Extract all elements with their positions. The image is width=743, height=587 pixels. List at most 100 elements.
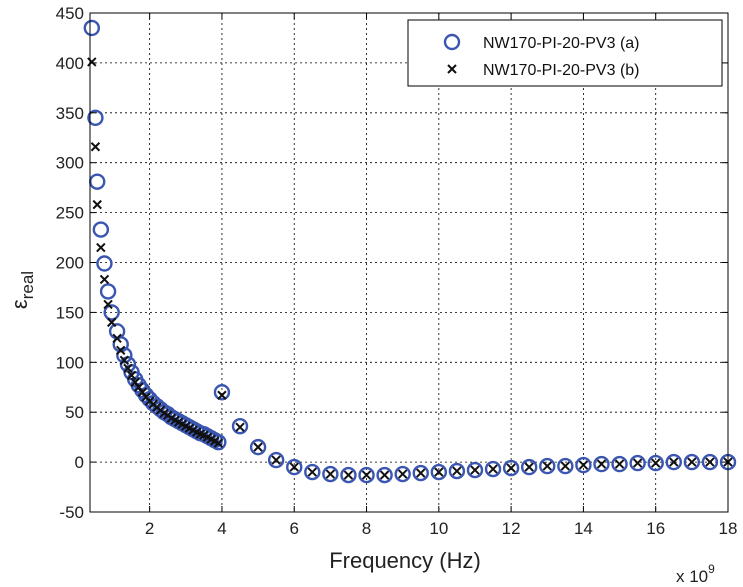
- x-tick-label: 12: [502, 519, 521, 538]
- point-series-b: [705, 457, 715, 467]
- point-series-b: [103, 299, 113, 310]
- point-series-b: [92, 199, 102, 210]
- point-series-b: [542, 461, 552, 471]
- point-series-b: [379, 470, 390, 480]
- point-series-b: [90, 142, 101, 152]
- x-tick-label: 18: [719, 519, 738, 538]
- y-tick-label: 250: [56, 204, 84, 223]
- point-series-a: [231, 417, 249, 435]
- point-series-b: [307, 467, 318, 477]
- point-series-a: [322, 465, 339, 483]
- point-series-b: [213, 438, 224, 448]
- y-tick-label: 50: [65, 403, 84, 422]
- point-series-b: [596, 459, 607, 469]
- point-series-a: [665, 453, 682, 471]
- point-series-b: [106, 317, 117, 328]
- point-series-a: [611, 455, 628, 473]
- point-series-b: [123, 363, 133, 373]
- point-series-b: [434, 467, 444, 477]
- y-axis-label-subscript: real: [18, 271, 37, 299]
- x-tick-label: 14: [574, 519, 593, 538]
- point-series-b: [343, 470, 354, 480]
- point-series-a: [304, 463, 321, 481]
- point-series-b: [397, 469, 408, 479]
- point-series-b: [325, 469, 336, 479]
- y-tick-label: 400: [56, 54, 84, 73]
- y-tick-label: 100: [56, 353, 84, 372]
- y-tick-label: 150: [56, 303, 84, 322]
- ticks-layer: [90, 12, 729, 513]
- x-tick-label: 2: [145, 519, 154, 538]
- point-series-a: [394, 465, 411, 483]
- legend: NW170-PI-20-PV3 (a) NW170-PI-20-PV3 (b): [407, 19, 723, 87]
- point-series-a: [96, 255, 113, 272]
- point-series-b: [96, 242, 106, 253]
- legend-marker-b: [447, 64, 457, 74]
- y-tick-label: 300: [56, 154, 84, 173]
- y-axis-label-symbol: ε: [7, 299, 32, 309]
- point-series-a: [267, 451, 285, 469]
- y-axis-label: εreal: [7, 271, 37, 309]
- point-series-b: [416, 468, 426, 478]
- point-series-a: [286, 458, 303, 476]
- point-series-a: [448, 462, 466, 480]
- point-series-b: [112, 333, 122, 344]
- point-series-a: [376, 466, 393, 484]
- point-series-b: [253, 442, 263, 452]
- point-series-a: [539, 457, 556, 475]
- point-series-a: [430, 463, 448, 481]
- x-axis-exponent-power: 9: [708, 562, 715, 576]
- x-axis-exponent: x 109: [676, 562, 715, 586]
- grid-lines: [90, 13, 728, 512]
- point-series-a: [83, 19, 101, 37]
- point-series-b: [506, 463, 516, 473]
- legend-label-b: NW170-PI-20-PV3 (b): [483, 62, 640, 79]
- x-axis-label: Frequency (Hz): [329, 548, 481, 573]
- point-series-a: [249, 438, 267, 456]
- point-series-a: [412, 464, 429, 482]
- series-layer: [83, 19, 737, 484]
- point-series-b: [119, 355, 130, 366]
- point-series-a: [629, 454, 646, 472]
- point-series-a: [116, 347, 133, 364]
- point-series-b: [289, 462, 299, 472]
- point-series-a: [502, 459, 520, 477]
- point-series-b: [99, 274, 110, 285]
- point-series-a: [103, 304, 120, 321]
- point-series-a: [87, 109, 104, 126]
- point-series-a: [575, 456, 592, 474]
- x-tick-label: 16: [646, 519, 665, 538]
- point-series-b: [470, 465, 480, 475]
- point-series-b: [488, 464, 498, 474]
- point-series-a: [358, 466, 375, 484]
- y-tick-label: 0: [75, 453, 84, 472]
- point-series-b: [361, 470, 372, 480]
- point-series-a: [210, 433, 227, 451]
- x-tick-label: 10: [429, 519, 448, 538]
- x-axis-exponent-base: x 10: [676, 567, 708, 586]
- legend-box: [407, 19, 723, 87]
- legend-label-a: NW170-PI-20-PV3 (a): [483, 35, 640, 52]
- point-series-b: [578, 460, 589, 470]
- tick-labels: 2 4 6 8 10 12 14 16 18 -50 0 50 100 150 200 250 300 350 40…: [56, 4, 738, 538]
- point-series-b: [235, 422, 245, 432]
- point-series-b: [687, 457, 697, 467]
- point-series-a: [701, 453, 719, 471]
- point-series-a: [520, 458, 538, 476]
- point-series-a: [484, 460, 502, 478]
- point-series-a: [593, 455, 610, 473]
- point-series-b: [217, 390, 227, 400]
- point-series-a: [647, 454, 664, 472]
- point-series-b: [632, 458, 643, 468]
- point-series-a: [683, 453, 701, 471]
- y-tick-label: 350: [56, 104, 84, 123]
- legend-marker-a: [443, 33, 461, 51]
- point-series-b: [560, 461, 571, 471]
- point-series-a: [340, 466, 357, 484]
- x-tick-label: 4: [217, 519, 226, 538]
- y-tick-label: -50: [59, 503, 84, 522]
- point-series-b: [669, 457, 679, 467]
- x-tick-label: 8: [362, 519, 371, 538]
- point-series-b: [650, 458, 661, 468]
